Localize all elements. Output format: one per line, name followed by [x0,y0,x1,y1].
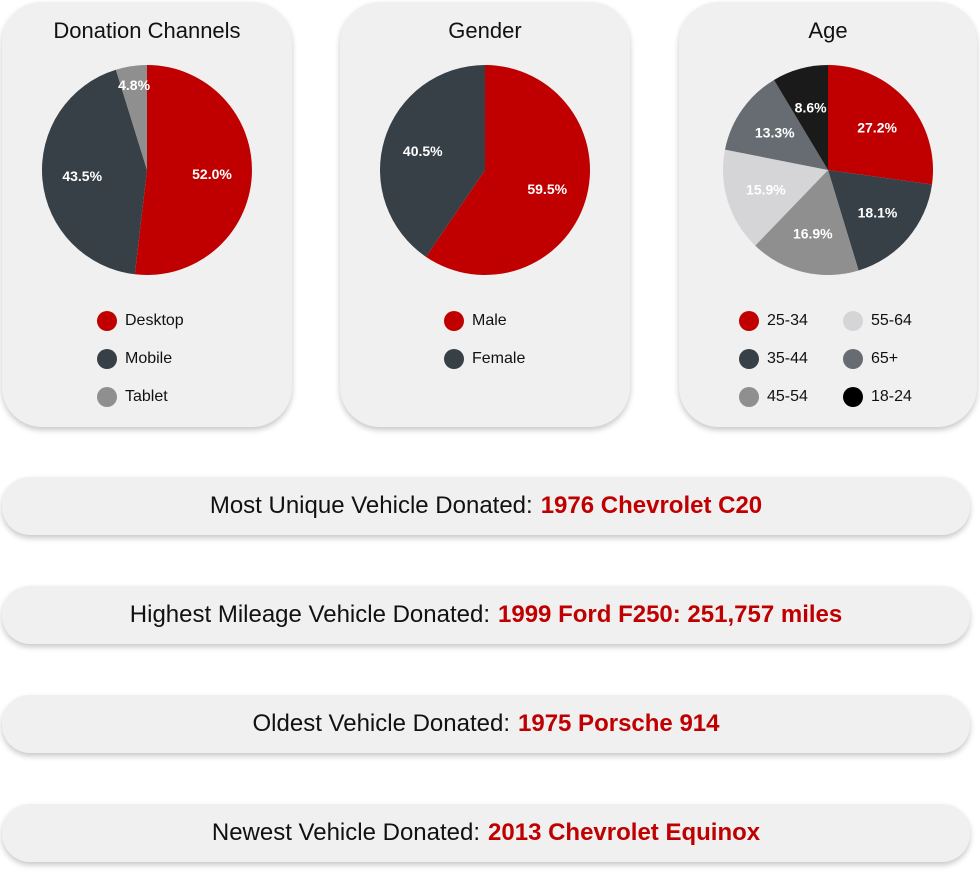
highest-mileage-vehicle-banner: Highest Mileage Vehicle Donated: 1999 Fo… [2,586,970,644]
banner-label: Highest Mileage Vehicle Donated: [129,601,491,628]
pie-data-label: 27.2% [857,119,897,135]
age-pie: 27.2% 18.1% 16.9% 15.9% 13.3%8.6% [723,65,934,275]
most-unique-vehicle-banner: Most Unique Vehicle Donated: 1976 Chevro… [2,477,970,535]
pie-slice-25-34 [828,65,934,185]
donation-channels-card: Donation Channels 52.0% 43.5% 4.8% Desktop… [2,2,292,427]
legend-swatch [97,311,117,331]
legend-item-mobile: Mobile [97,340,184,378]
legend-swatch [739,349,759,369]
banner-label: Most Unique Vehicle Donated: [209,492,533,519]
legend-item-desktop: Desktop [97,302,184,340]
gender-pie: 59.5% 40.5% [380,65,591,275]
legend-item-25-34: 25-34 [739,302,843,340]
legend-label: 25-34 [767,312,808,329]
banner-label: Oldest Vehicle Donated: [252,710,511,737]
pie-data-label: 16.9% [793,225,833,241]
banner-label: Newest Vehicle Donated: [211,819,481,846]
gender-card: Gender 59.5% 40.5% Male Female [340,2,630,427]
legend-label: 45-54 [767,388,808,405]
legend-item-35-44: 35-44 [739,340,843,378]
donation-channels-pie: 52.0% 43.5% 4.8% [41,65,252,275]
legend-swatch [843,349,863,369]
legend-item-male: Male [444,302,525,340]
legend-swatch [97,349,117,369]
legend-item-65-plus: 65+ [843,340,947,378]
pie-data-label: 13.3% [755,125,795,141]
legend-label: 18-24 [871,388,912,405]
legend-item-female: Female [444,340,525,378]
legend-label: Female [472,350,526,367]
age-card: Age 27.2% 18.1% 16.9% 15.9% 13.3% 8.6% 25-34 … [679,2,977,427]
pie-data-label: 43.5% [62,168,102,184]
pie-slice-female [380,65,485,257]
legend-swatch [739,387,759,407]
pie-data-label: 18.1% [858,204,898,220]
banner-value: 1975 Porsche 914 [518,710,720,737]
chart-legend: Desktop Mobile Tablet [97,302,184,416]
legend-label: 65+ [871,350,899,367]
pie-data-label: 40.5% [403,143,443,159]
legend-item-45-54: 45-54 [739,378,843,416]
legend-swatch [97,387,117,407]
legend-label: Mobile [125,350,173,367]
banner-value: 1976 Chevrolet C20 [540,492,763,519]
pie-slice-45-54 [755,170,859,275]
legend-swatch [444,349,464,369]
legend-swatch [739,311,759,331]
pie-slice-55-64 [723,149,828,246]
chart-title: Age [808,18,848,43]
pie-slice-desktop [134,65,252,275]
pie-data-label: 52.0% [192,166,232,182]
chart-legend: 25-34 55-64 35-44 65+ 45-54 18-24 [739,302,969,416]
banner-value: 1999 Ford F250: 251,757 miles [498,601,843,628]
pie-slice-mobile [41,69,147,275]
chart-legend: Male Female [444,302,525,378]
banner-value: 2013 Chevrolet Equinox [488,819,761,846]
chart-title: Gender [448,18,522,43]
pie-slice-tablet [115,65,147,170]
pie-data-label: 15.9% [746,182,786,198]
pie-data-label: 8.6% [795,99,827,115]
pie-slice-35-44 [828,170,932,271]
oldest-vehicle-banner: Oldest Vehicle Donated: 1975 Porsche 914 [2,695,970,753]
legend-item-18-24: 18-24 [843,378,947,416]
chart-title: Donation Channels [53,18,241,43]
legend-swatch [444,311,464,331]
legend-label: 35-44 [767,350,808,367]
pie-data-label: 4.8% [118,77,150,93]
pie-slice-male [425,65,591,275]
legend-item-55-64: 55-64 [843,302,947,340]
pie-data-label: 59.5% [527,181,567,197]
legend-swatch [843,311,863,331]
legend-label: Tablet [125,388,168,405]
newest-vehicle-banner: Newest Vehicle Donated: 2013 Chevrolet E… [2,804,970,862]
pie-slice-18-24 [773,65,828,170]
legend-item-tablet: Tablet [97,378,184,416]
pie-slice-65- [724,79,828,170]
legend-label: Male [472,312,507,329]
legend-swatch [843,387,863,407]
legend-label: 55-64 [871,312,912,329]
legend-label: Desktop [125,312,184,329]
